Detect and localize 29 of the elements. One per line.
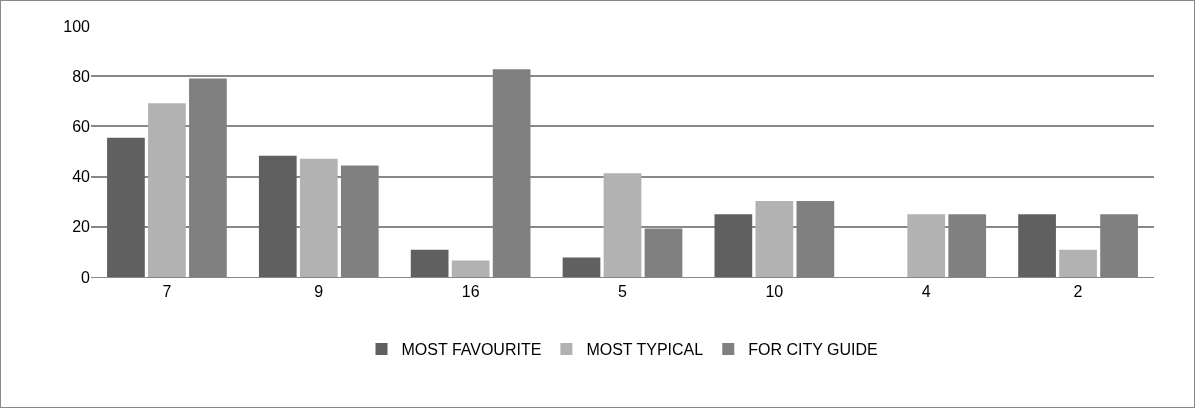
- bar: [1018, 214, 1056, 277]
- y-tick-label: 0: [81, 268, 91, 286]
- x-tick-label: 2: [1073, 283, 1083, 301]
- bar: [1059, 249, 1097, 277]
- bar: [714, 214, 753, 277]
- bar: [299, 158, 338, 277]
- bar: [562, 257, 601, 277]
- x-tick-label: 5: [618, 283, 628, 301]
- y-tick-label: 40: [72, 168, 91, 186]
- x-tick-label: 7: [162, 283, 172, 301]
- bar: [107, 137, 145, 277]
- legend-label: MOST FAVOURITE: [401, 341, 542, 359]
- x-tick-label: 4: [921, 283, 931, 301]
- bar: [755, 200, 794, 277]
- legend-label: FOR CITY GUIDE: [748, 341, 878, 359]
- y-tick-label: 80: [72, 67, 91, 85]
- bar: [258, 155, 297, 277]
- bar: [603, 173, 642, 277]
- x-tick-label: 16: [461, 283, 480, 301]
- bar: [451, 260, 490, 277]
- y-tick-label: 100: [63, 17, 91, 35]
- y-tick-label: 60: [72, 118, 91, 135]
- x-tick-label: 10: [765, 283, 784, 301]
- legend-label: MOST TYPICAL: [586, 341, 704, 359]
- bar: [410, 249, 449, 277]
- bar: [148, 103, 186, 277]
- bar: [907, 214, 946, 277]
- y-tick-label: 20: [72, 218, 91, 236]
- x-tick-label: 9: [314, 283, 324, 301]
